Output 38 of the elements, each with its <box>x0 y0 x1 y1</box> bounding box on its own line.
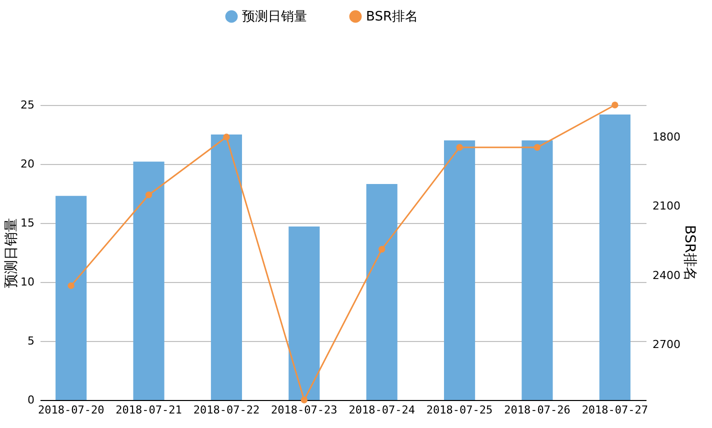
y-tick-label: 20 <box>20 158 34 170</box>
bar <box>522 140 553 400</box>
y-tick-label: 10 <box>20 276 34 288</box>
y-tick-label: 5 <box>28 334 34 348</box>
point <box>378 246 386 253</box>
y-tick-label: 15 <box>20 216 34 230</box>
point <box>612 102 618 108</box>
y2-axis-title: BSR排名 <box>681 225 698 281</box>
point <box>145 192 152 198</box>
x-tick-label: 2018-07-20 <box>38 404 104 416</box>
point <box>456 144 463 151</box>
x-tick-label: 2018-07-22 <box>193 404 260 416</box>
x-tick-label: 2018-07-23 <box>271 404 338 416</box>
bar <box>288 226 320 400</box>
bar <box>56 196 87 400</box>
y2-tick-label: 2400 <box>652 268 680 282</box>
bar <box>599 114 630 400</box>
point <box>300 396 308 404</box>
y-axis-title: 预测日销量 <box>4 218 20 288</box>
legend-label: BSR排名 <box>366 10 418 25</box>
bar <box>444 140 476 400</box>
x-tick-label: 2018-07-21 <box>116 404 182 416</box>
x-tick-label: 2018-07-24 <box>348 404 416 416</box>
bar <box>210 134 242 400</box>
y2-tick-label: 2100 <box>652 200 680 213</box>
x-tick-label: 2018-07-26 <box>504 404 570 416</box>
x-tick-label: 2018-07-27 <box>582 404 648 416</box>
y-tick-label: 25 <box>20 98 34 112</box>
y2-tick-label: 1800 <box>652 130 680 144</box>
point <box>223 134 230 140</box>
x-tick-label: 2018-07-25 <box>426 404 493 416</box>
y2-tick-label: 2700 <box>652 338 680 351</box>
point <box>534 144 541 151</box>
y-tick-label: 0 <box>28 394 34 406</box>
point <box>68 282 74 290</box>
bar <box>366 184 398 400</box>
bar <box>133 162 164 400</box>
legend-label: 预测日销量 <box>242 10 307 25</box>
